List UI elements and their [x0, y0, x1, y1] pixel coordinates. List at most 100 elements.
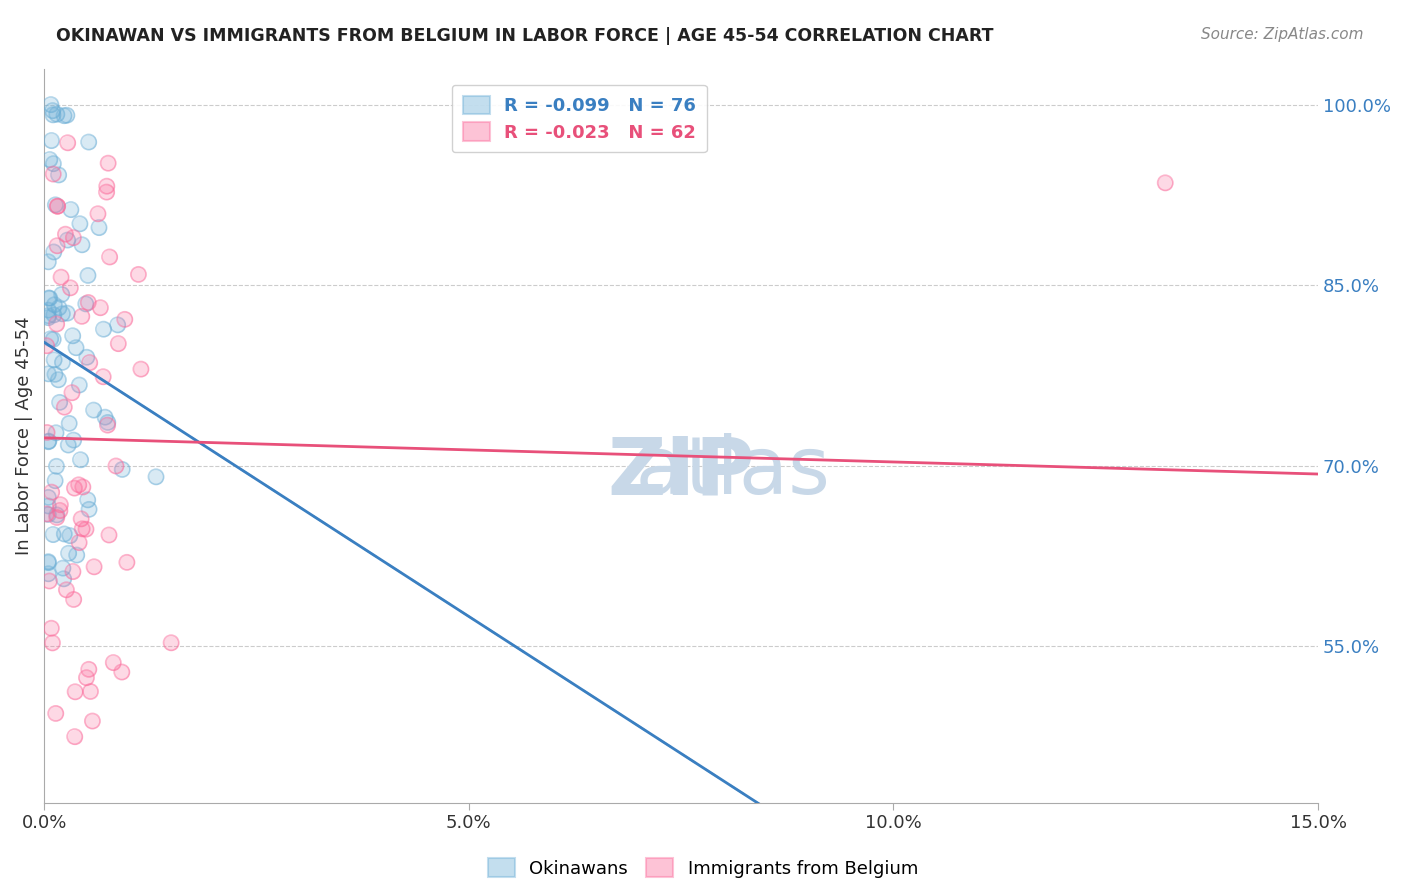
Point: [82, 714, 104, 728]
Point: [82, 714, 104, 728]
Point: [53, 109, 76, 123]
Point: [53, 400, 76, 414]
Point: [79, 355, 101, 369]
Point: [49, 270, 72, 285]
Point: [70, 237, 93, 252]
Point: [55, 227, 77, 242]
Point: [56, 233, 79, 247]
Point: [145, 470, 167, 484]
Point: [77, 295, 100, 310]
Point: [62, 592, 84, 607]
Point: [48, 373, 70, 387]
Point: [44, 298, 66, 312]
Point: [51, 355, 73, 369]
Point: [77, 502, 100, 516]
Point: [48, 301, 70, 315]
Point: [58, 438, 80, 452]
Point: [44, 352, 66, 367]
Point: [48, 395, 70, 409]
Point: [48, 168, 70, 182]
Text: OKINAWAN VS IMMIGRANTS FROM BELGIUM IN LABOR FORCE | AGE 45-54 CORRELATION CHART: OKINAWAN VS IMMIGRANTS FROM BELGIUM IN L…: [56, 27, 994, 45]
Point: [58, 546, 80, 560]
Point: [114, 312, 136, 326]
Point: [111, 462, 134, 476]
Point: [77, 662, 100, 676]
Point: [41, 103, 63, 118]
Point: [65, 341, 87, 355]
Point: [76, 492, 98, 507]
Point: [53, 109, 76, 123]
Point: [66, 548, 89, 562]
Point: [103, 656, 125, 670]
Point: [96, 185, 118, 199]
Point: [96, 418, 118, 433]
Point: [77, 135, 100, 149]
Point: [44, 298, 66, 312]
Point: [44, 474, 66, 488]
Point: [115, 555, 138, 569]
Point: [42, 244, 65, 259]
Point: [52, 572, 75, 586]
Point: [76, 671, 98, 685]
Point: [42, 527, 65, 541]
Point: [87, 207, 110, 221]
Point: [76, 671, 98, 685]
Point: [67, 378, 90, 392]
Point: [37, 367, 59, 381]
Point: [67, 535, 90, 549]
Point: [45, 508, 67, 522]
Point: [58, 417, 80, 431]
Point: [77, 135, 100, 149]
Point: [45, 706, 67, 721]
Point: [53, 400, 76, 414]
Point: [94, 410, 117, 425]
Point: [55, 227, 77, 242]
Point: [37, 556, 59, 570]
Point: [42, 156, 65, 170]
Point: [42, 167, 65, 181]
Point: [69, 217, 91, 231]
Point: [55, 582, 77, 597]
Point: [41, 134, 63, 148]
Point: [96, 185, 118, 199]
Point: [42, 308, 65, 322]
Point: [111, 462, 134, 476]
Point: [70, 310, 93, 324]
Point: [38, 153, 60, 167]
Text: Source: ZipAtlas.com: Source: ZipAtlas.com: [1201, 27, 1364, 42]
Point: [45, 706, 67, 721]
Point: [62, 230, 84, 244]
Point: [56, 306, 79, 320]
Point: [69, 452, 91, 467]
Text: ZIP: ZIP: [607, 434, 755, 511]
Legend: R = -0.099   N = 76, R = -0.023   N = 62: R = -0.099 N = 76, R = -0.023 N = 62: [451, 85, 707, 153]
Point: [63, 730, 86, 744]
Point: [41, 485, 63, 500]
Point: [1154, 176, 1177, 190]
Point: [37, 309, 59, 323]
Point: [35, 339, 58, 353]
Point: [111, 665, 134, 679]
Point: [51, 307, 73, 321]
Point: [39, 332, 62, 346]
Point: [41, 636, 63, 650]
Point: [62, 328, 84, 343]
Point: [75, 522, 97, 536]
Point: [45, 107, 67, 121]
Point: [49, 503, 72, 517]
Point: [75, 522, 97, 536]
Point: [49, 498, 72, 512]
Point: [35, 425, 58, 440]
Point: [145, 470, 167, 484]
Point: [70, 237, 93, 252]
Point: [107, 318, 129, 332]
Point: [46, 238, 69, 252]
Point: [41, 485, 63, 500]
Point: [107, 336, 129, 351]
Point: [41, 636, 63, 650]
Point: [37, 255, 59, 269]
Point: [42, 332, 65, 346]
Point: [56, 108, 79, 122]
Point: [97, 156, 120, 170]
Point: [97, 416, 120, 430]
